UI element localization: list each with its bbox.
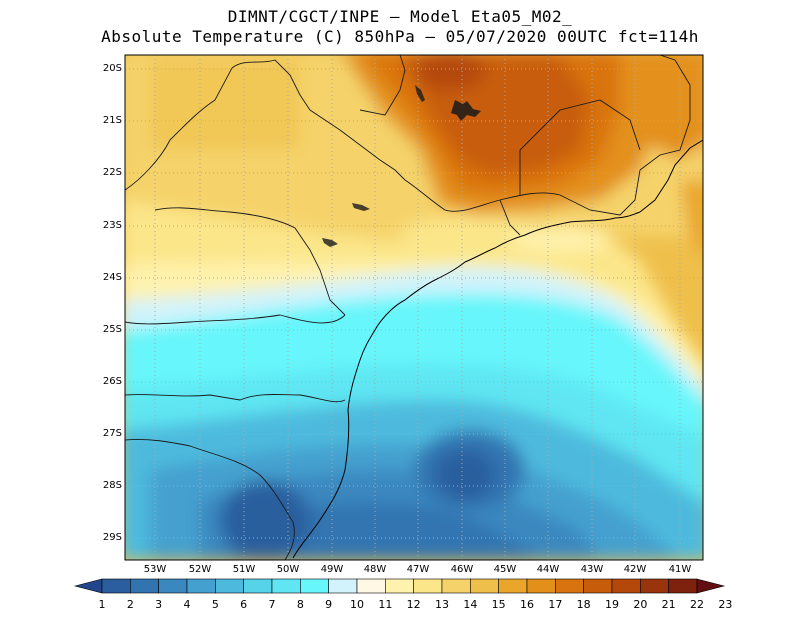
colorbar-label: 2 bbox=[126, 598, 134, 611]
lon-label: 52W bbox=[188, 564, 212, 575]
lat-label: 27S bbox=[102, 428, 122, 439]
colorbar-label: 14 bbox=[463, 598, 478, 611]
lon-label: 47W bbox=[406, 564, 430, 575]
colorbar-cell bbox=[215, 578, 244, 594]
colorbar-cell bbox=[583, 578, 613, 594]
colorbar-label: 6 bbox=[240, 598, 248, 611]
colorbar-cell bbox=[356, 578, 386, 594]
colorbar-label: 10 bbox=[350, 598, 364, 611]
lat-label: 26S bbox=[102, 376, 122, 387]
coastline bbox=[292, 139, 703, 559]
lon-label: 46W bbox=[450, 564, 474, 575]
lon-label: 51W bbox=[232, 564, 256, 575]
lat-lon-grid bbox=[125, 55, 703, 560]
colorbar-cell bbox=[668, 578, 698, 594]
colorbar bbox=[73, 578, 726, 594]
colorbar-label: 9 bbox=[325, 598, 333, 611]
lon-label: 44W bbox=[536, 564, 560, 575]
colorbar-label: 4 bbox=[183, 598, 191, 611]
colorbar-label: 7 bbox=[268, 598, 276, 611]
reservoirs bbox=[322, 85, 481, 247]
colorbar-cell bbox=[130, 578, 159, 594]
colorbar-cell bbox=[611, 578, 641, 594]
lat-label: 25S bbox=[102, 324, 122, 335]
lat-label: 22S bbox=[102, 167, 122, 178]
colorbar-label: 18 bbox=[576, 598, 591, 611]
colorbar-left-arrow bbox=[73, 578, 103, 594]
colorbar-label: 20 bbox=[633, 598, 648, 611]
colorbar-cell bbox=[271, 578, 301, 594]
lon-label: 43W bbox=[580, 564, 604, 575]
colorbar-cell bbox=[413, 578, 443, 594]
colorbar-cell bbox=[441, 578, 471, 594]
colorbar-cell bbox=[186, 578, 216, 594]
state-borders bbox=[125, 55, 691, 560]
colorbar-label: 1 bbox=[98, 598, 106, 611]
colorbar-cell bbox=[385, 578, 414, 594]
colorbar-cell bbox=[328, 578, 358, 594]
lon-label: 49W bbox=[320, 564, 344, 575]
colorbar-cell bbox=[555, 578, 584, 594]
colorbar-cell bbox=[470, 578, 499, 594]
lat-label: 29S bbox=[102, 532, 122, 543]
colorbar-cell bbox=[300, 578, 329, 594]
lon-label: 50W bbox=[276, 564, 300, 575]
colorbar-label: 13 bbox=[435, 598, 449, 611]
plot-frame bbox=[124, 54, 704, 561]
lat-label: 21S bbox=[102, 115, 122, 126]
lat-label: 20S bbox=[102, 63, 122, 74]
colorbar-label: 3 bbox=[155, 598, 163, 611]
colorbar-label: 19 bbox=[605, 598, 619, 611]
colorbar-label: 23 bbox=[718, 598, 733, 611]
colorbar-label: 11 bbox=[378, 598, 393, 611]
colorbar-cell bbox=[640, 578, 669, 594]
colorbar-label: 16 bbox=[520, 598, 534, 611]
colorbar-right-arrow bbox=[696, 578, 726, 594]
lon-label: 45W bbox=[493, 564, 517, 575]
colorbar-cell bbox=[158, 578, 188, 594]
colorbar-label: 5 bbox=[211, 598, 219, 611]
colorbar-label: 8 bbox=[296, 598, 304, 611]
lat-label: 28S bbox=[102, 480, 122, 491]
map-title-line1: DIMNT/CGCT/INPE – Model Eta05_M02_ bbox=[227, 7, 573, 26]
colorbar-cell bbox=[498, 578, 528, 594]
lat-label: 23S bbox=[102, 220, 122, 231]
lon-label: 53W bbox=[143, 564, 167, 575]
lon-label: 41W bbox=[668, 564, 692, 575]
colorbar-label: 22 bbox=[690, 598, 704, 611]
colorbar-cell bbox=[243, 578, 273, 594]
colorbar-label: 12 bbox=[406, 598, 421, 611]
map-title-line2: Absolute Temperature (C) 850hPa – 05/07/… bbox=[101, 27, 699, 46]
lon-label: 48W bbox=[363, 564, 387, 575]
colorbar-cell bbox=[101, 578, 131, 594]
temperature-field bbox=[125, 55, 703, 560]
lon-label: 42W bbox=[623, 564, 647, 575]
colorbar-cell bbox=[526, 578, 556, 594]
colorbar-label: 15 bbox=[491, 598, 506, 611]
lat-label: 24S bbox=[102, 272, 122, 283]
colorbar-label: 17 bbox=[548, 598, 563, 611]
colorbar-label: 21 bbox=[661, 598, 676, 611]
